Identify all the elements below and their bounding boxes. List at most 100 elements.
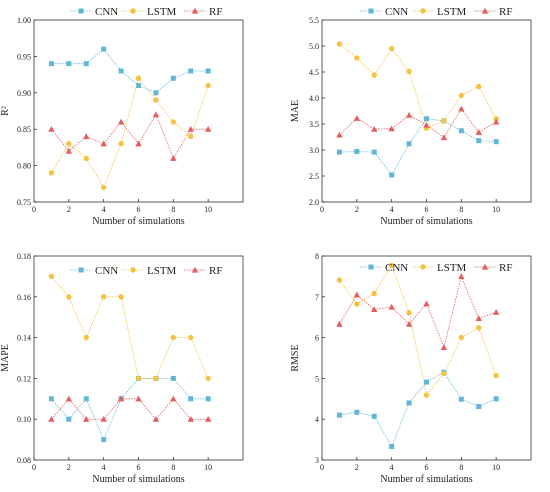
data-point (65, 147, 73, 154)
data-point (152, 416, 160, 422)
series-rf (336, 273, 500, 350)
legend: CNN LSTM RF (360, 6, 512, 18)
data-point (423, 392, 430, 398)
data-point (353, 291, 361, 298)
y-tick-label: 3.0 (309, 146, 319, 155)
series-line (339, 371, 497, 448)
y-axis-label: MAE (290, 100, 301, 122)
chart-panel-1: 0 2 4 6 8 10 0.75 0.80 0.85 0.90 0.95 1.00 Number of… (0, 6, 244, 227)
data-point (388, 303, 395, 310)
data-point (118, 68, 124, 74)
data-point (458, 128, 464, 134)
data-point (353, 115, 361, 121)
x-tick-label: 0 (32, 463, 36, 472)
x-tick-label: 2 (355, 463, 359, 472)
x-tick-label: 4 (102, 463, 106, 472)
chart-panel-3: 0 2 4 6 8 10 0.08 0.10 0.12 0.14 0.16 0.18 Number of… (0, 252, 244, 485)
data-point (48, 273, 55, 280)
y-tick-label: 5 (315, 374, 319, 383)
data-point (205, 396, 211, 402)
data-point (354, 301, 360, 307)
legend-label-lstm: LSTM (437, 262, 467, 274)
data-point (388, 125, 395, 132)
data-point (83, 396, 89, 402)
data-point (492, 309, 500, 315)
y-tick-label: 8 (315, 252, 319, 261)
y-tick-label: 0.16 (17, 293, 31, 302)
data-point (440, 344, 448, 350)
data-point (101, 437, 107, 443)
data-point (493, 139, 499, 145)
plot-frame (33, 255, 244, 461)
data-point (117, 395, 125, 402)
data-point (476, 83, 482, 90)
data-point (458, 334, 465, 341)
legend-label-cnn: CNN (385, 6, 408, 18)
data-point (117, 118, 125, 125)
data-point (48, 170, 55, 176)
data-point (170, 155, 177, 161)
data-point (476, 404, 482, 410)
data-point (83, 416, 90, 422)
series-lstm (336, 41, 499, 131)
series-line (339, 108, 497, 139)
data-point (406, 141, 412, 147)
data-point (66, 294, 72, 300)
x-tick-label: 0 (32, 205, 36, 214)
data-point (336, 412, 342, 418)
legend-label-lstm: LSTM (437, 6, 467, 18)
legend-marker (78, 8, 84, 14)
data-point (118, 294, 124, 300)
y-tick-label: 4.5 (309, 68, 319, 77)
data-point (371, 72, 377, 78)
data-point (493, 372, 499, 379)
y-tick-label: 1.00 (17, 16, 31, 25)
data-point (336, 41, 343, 47)
data-point (336, 320, 343, 327)
legend-marker (368, 8, 374, 14)
x-tick-label: 10 (204, 205, 212, 214)
y-tick-label: 0.14 (17, 334, 31, 343)
y-tick-label: 0.85 (17, 125, 31, 134)
data-point (424, 116, 429, 122)
x-tick-label: 4 (102, 205, 106, 214)
data-point (475, 129, 482, 135)
x-tick-label: 2 (355, 205, 359, 214)
legend-marker (481, 7, 489, 14)
y-tick-label: 0.90 (17, 89, 31, 98)
data-point (440, 134, 448, 141)
legend-label-lstm: LSTM (147, 6, 177, 18)
data-point (48, 61, 54, 67)
plot-frame (321, 255, 532, 461)
x-tick-label: 2 (67, 463, 71, 472)
legend-label-cnn: CNN (95, 6, 118, 18)
x-tick-label: 10 (492, 463, 500, 472)
y-tick-label: 4 (315, 415, 319, 424)
y-tick-label: 0.18 (17, 252, 31, 261)
y-tick-label: 0.80 (17, 162, 31, 171)
data-point (389, 172, 395, 178)
legend-label-cnn: CNN (95, 265, 118, 277)
series-cnn (336, 116, 499, 178)
data-point (371, 413, 377, 419)
data-point (424, 379, 429, 385)
data-point (371, 126, 378, 132)
data-point (388, 262, 395, 269)
data-point (100, 184, 107, 191)
data-point (170, 375, 176, 381)
series-line (51, 276, 209, 379)
legend: CNN LSTM RF (360, 262, 512, 274)
chart-panel-4: 0 2 4 6 8 10 3 4 5 6 7 8 Number of simulations RMSE CN… (290, 252, 532, 485)
x-tick-label: 0 (320, 205, 324, 214)
data-point (476, 138, 482, 144)
data-point (135, 75, 142, 81)
data-point (136, 83, 141, 89)
legend-marker (191, 266, 199, 273)
data-point (100, 140, 107, 147)
x-tick-label: 4 (390, 205, 394, 214)
x-tick-label: 2 (67, 205, 71, 214)
x-tick-label: 4 (390, 463, 394, 472)
y-tick-label: 6 (315, 334, 319, 343)
x-tick-label: 6 (425, 205, 429, 214)
data-point (153, 97, 159, 103)
